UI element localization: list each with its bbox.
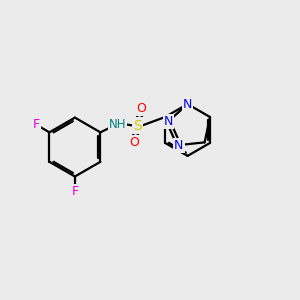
Text: O: O	[129, 136, 139, 149]
Text: F: F	[71, 185, 79, 198]
Text: F: F	[33, 118, 40, 131]
Text: N: N	[174, 139, 184, 152]
Text: NH: NH	[109, 118, 126, 130]
Text: O: O	[136, 102, 146, 115]
Text: S: S	[133, 118, 142, 133]
Text: N: N	[183, 98, 192, 111]
Text: N: N	[164, 115, 173, 128]
